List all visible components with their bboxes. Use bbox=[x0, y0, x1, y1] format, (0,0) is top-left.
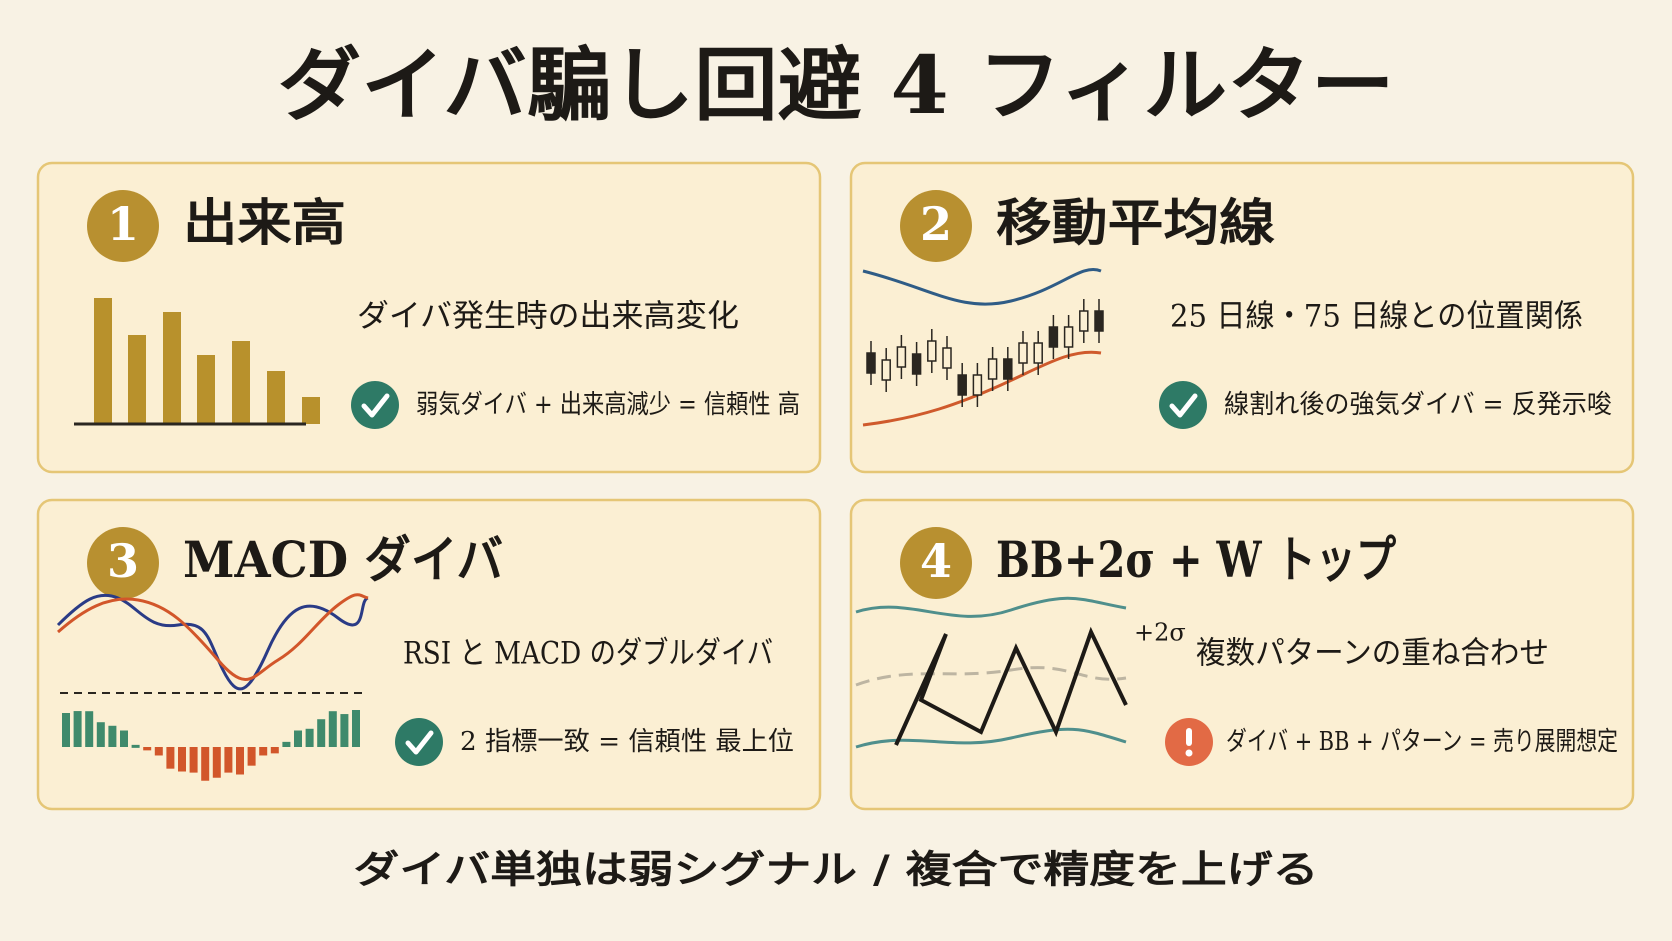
candle-body bbox=[1079, 310, 1089, 332]
histogram-bar bbox=[62, 713, 70, 747]
title: ダイバ騙し回避 4 フィルター bbox=[278, 38, 1395, 132]
ma-line bbox=[862, 350, 1102, 427]
number-badge bbox=[900, 527, 972, 599]
candle-body bbox=[1063, 326, 1074, 348]
card-title: MACD ダイバ bbox=[183, 530, 503, 589]
volume-bar bbox=[163, 312, 181, 424]
histogram-bar bbox=[85, 711, 94, 747]
card-point: ダイバ + BB + パターン = 売り展開想定 bbox=[1226, 727, 1618, 757]
ma-line bbox=[862, 268, 1102, 306]
histogram-bar bbox=[224, 747, 233, 773]
card-frame bbox=[36, 498, 822, 811]
card-title: BB+2σ + W トップ bbox=[996, 530, 1396, 589]
histogram-bar bbox=[352, 710, 360, 747]
histogram-bar bbox=[143, 747, 152, 751]
candle-body bbox=[1048, 326, 1059, 348]
card-description: 複数パターンの重ね合わせ bbox=[1196, 636, 1549, 672]
number-badge bbox=[900, 190, 972, 262]
candle-body bbox=[1018, 342, 1028, 364]
card-number: 2 bbox=[920, 197, 952, 251]
card-point: 2 指標一致 = 信頼性 最上位 bbox=[460, 727, 794, 757]
histogram-bar bbox=[73, 711, 82, 747]
volume-bar bbox=[94, 298, 112, 424]
histogram-bar bbox=[154, 747, 163, 756]
volume-bar bbox=[197, 355, 215, 424]
bb-upper bbox=[855, 596, 1127, 618]
histogram-bar bbox=[282, 741, 291, 747]
card-number: 1 bbox=[107, 197, 139, 251]
histogram-bar bbox=[259, 747, 268, 756]
check-mark bbox=[1169, 393, 1198, 418]
candle-body bbox=[911, 353, 922, 375]
card-title: 移動平均線 bbox=[996, 193, 1275, 252]
macd-line bbox=[57, 593, 369, 681]
histogram-bar bbox=[189, 747, 198, 773]
histogram-bar bbox=[236, 747, 244, 775]
bb-middle bbox=[855, 666, 1127, 687]
candle-body bbox=[896, 346, 907, 368]
check-icon bbox=[395, 718, 443, 766]
candle-body bbox=[881, 359, 891, 381]
histogram-bar bbox=[340, 714, 349, 747]
card-point: 線割れ後の強気ダイバ = 反発示唆 bbox=[1224, 390, 1612, 420]
histogram-bar bbox=[96, 722, 105, 747]
check-mark bbox=[405, 730, 434, 755]
volume-bar bbox=[232, 341, 250, 424]
candle-body bbox=[1094, 310, 1104, 332]
volume-bar bbox=[128, 335, 146, 424]
candle-body bbox=[942, 347, 952, 369]
histogram-bar bbox=[166, 747, 175, 769]
card-description: 25 日線・75 日線との位置関係 bbox=[1170, 299, 1583, 335]
candle-body bbox=[1003, 358, 1013, 380]
candle-body bbox=[927, 340, 937, 362]
card-description: ダイバ発生時の出来高変化 bbox=[357, 299, 739, 335]
candle-body bbox=[1033, 342, 1043, 364]
card-point: 弱気ダイバ + 出来高減少 = 信頼性 高 bbox=[416, 390, 800, 420]
candle-body bbox=[972, 374, 983, 396]
card-number: 4 bbox=[920, 534, 952, 588]
check-mark bbox=[361, 393, 390, 418]
histogram-bar bbox=[305, 728, 314, 747]
histogram-bar bbox=[294, 730, 302, 747]
warning-dot bbox=[1185, 749, 1193, 757]
number-badge bbox=[87, 527, 159, 599]
candle-body bbox=[957, 374, 967, 396]
histogram-bar bbox=[178, 747, 186, 772]
histogram-bar bbox=[201, 747, 210, 781]
histogram-bar bbox=[108, 725, 117, 747]
volume-bar bbox=[302, 397, 320, 424]
band-label: +2σ bbox=[1134, 619, 1186, 647]
check-icon bbox=[1159, 381, 1207, 429]
card-description: RSI と MACD のダブルダイバ bbox=[403, 636, 773, 672]
number-badge bbox=[87, 190, 159, 262]
w-pattern bbox=[894, 626, 1128, 746]
histogram-bar bbox=[270, 747, 279, 754]
card-frame bbox=[849, 161, 1635, 474]
histogram-bar bbox=[120, 730, 128, 747]
card-title: 出来高 bbox=[183, 193, 346, 252]
candle-body bbox=[866, 352, 876, 374]
histogram-bar bbox=[328, 711, 337, 747]
histogram-bar bbox=[131, 744, 140, 748]
histogram-bar bbox=[212, 747, 221, 778]
rsi-line bbox=[56, 593, 369, 691]
volume-bar bbox=[267, 371, 285, 424]
footer: ダイバ単独は弱シグナル / 複合で精度を上げる bbox=[354, 847, 1319, 892]
histogram-bar bbox=[247, 747, 256, 766]
histogram-bar bbox=[317, 719, 326, 747]
card: 3 MACD ダイバ RSI と MACD のダブルダイバ 2 指標一致 = 信頼性 … bbox=[36, 498, 822, 811]
warning-mark bbox=[1186, 728, 1192, 746]
candle-body bbox=[987, 358, 998, 380]
card-number: 3 bbox=[107, 534, 139, 588]
check-icon bbox=[351, 381, 399, 429]
